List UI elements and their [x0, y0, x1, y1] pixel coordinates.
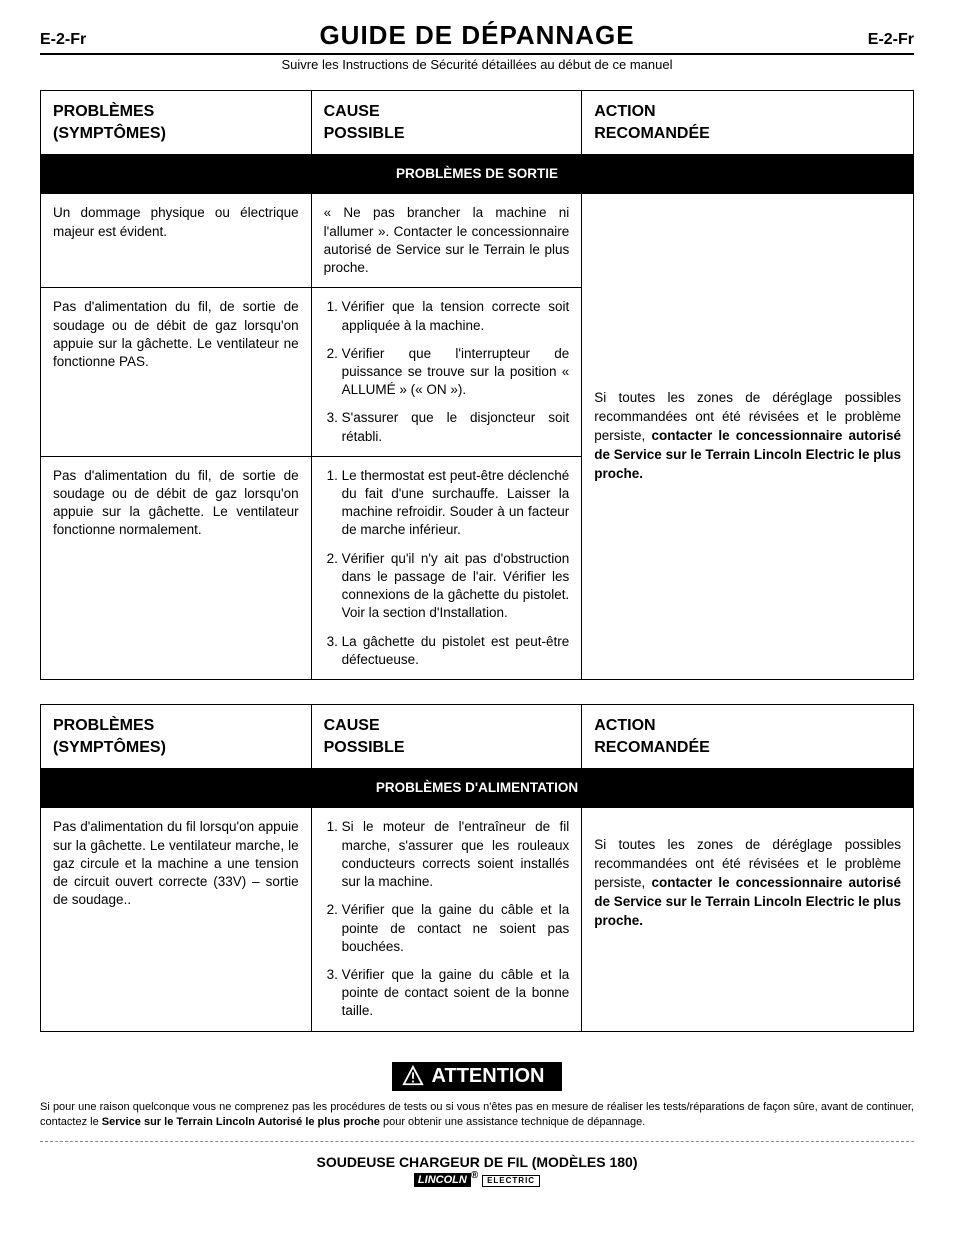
attention-text: Si pour une raison quelconque vous ne co… — [40, 1100, 914, 1131]
logo-box: ELECTRIC — [482, 1175, 540, 1187]
col-header-problems: PROBLÈMES (SYMPTÔMES) — [41, 91, 312, 155]
table-row: Un dommage physique ou électrique majeur… — [41, 194, 914, 288]
lincoln-logo: LINCOLN® ELECTRIC — [40, 1170, 914, 1187]
warning-icon — [402, 1065, 424, 1087]
list-item: Vérifier que l'interrupteur de puissance… — [342, 345, 570, 400]
attention-label: ATTENTION — [432, 1065, 545, 1088]
label: PROBLÈMES — [53, 717, 154, 734]
section-band: PROBLÈMES D'ALIMENTATION — [41, 769, 914, 808]
page-header: E-2-Fr GUIDE DE DÉPANNAGE E-2-Fr — [40, 20, 914, 55]
label: CAUSE — [324, 717, 380, 734]
page: E-2-Fr GUIDE DE DÉPANNAGE E-2-Fr Suivre … — [0, 0, 954, 1235]
product-name: SOUDEUSE CHARGEUR DE FIL (MODÈLES 180) — [40, 1154, 914, 1170]
list-item: S'assurer que le disjoncteur soit rétabl… — [342, 409, 570, 445]
cause-cell: Le thermostat est peut-être déclenché du… — [311, 456, 582, 679]
problem-cell: Pas d'alimentation du fil, de sortie de … — [41, 456, 312, 679]
col-header-action: ACTION RECOMANDÉE — [582, 91, 914, 155]
registered-icon: ® — [471, 1170, 478, 1181]
divider — [40, 1141, 914, 1142]
col-header-cause: CAUSE POSSIBLE — [311, 91, 582, 155]
action-cell: Si toutes les zones de déréglage possibl… — [582, 194, 914, 680]
attention-block: ATTENTION Si pour une raison quelconque … — [40, 1062, 914, 1131]
list-item: Vérifier que la gaine du câble et la poi… — [342, 901, 570, 956]
page-title: GUIDE DE DÉPANNAGE — [140, 20, 814, 51]
cause-list: Vérifier que la tension correcte soit ap… — [324, 298, 570, 446]
action-cell: Si toutes les zones de déréglage possibl… — [582, 808, 914, 1031]
label: POSSIBLE — [324, 125, 405, 142]
list-item: La gâchette du pistolet est peut-être dé… — [342, 633, 570, 669]
label: POSSIBLE — [324, 739, 405, 756]
section-band: PROBLÈMES DE SORTIE — [41, 155, 914, 194]
header-code-left: E-2-Fr — [40, 31, 140, 49]
label: RECOMANDÉE — [594, 739, 710, 756]
label: ACTION — [594, 103, 655, 120]
cause-cell: Vérifier que la tension correcte soit ap… — [311, 288, 582, 457]
text-bold: Service sur le Terrain Lincoln Autorisé … — [102, 1116, 380, 1128]
table-header-row: PROBLÈMES (SYMPTÔMES) CAUSE POSSIBLE ACT… — [41, 91, 914, 155]
page-footer: SOUDEUSE CHARGEUR DE FIL (MODÈLES 180) L… — [40, 1154, 914, 1187]
table-header-row: PROBLÈMES (SYMPTÔMES) CAUSE POSSIBLE ACT… — [41, 705, 914, 769]
col-header-problems: PROBLÈMES (SYMPTÔMES) — [41, 705, 312, 769]
troubleshooting-table-1: PROBLÈMES (SYMPTÔMES) CAUSE POSSIBLE ACT… — [40, 90, 914, 680]
col-header-action: ACTION RECOMANDÉE — [582, 705, 914, 769]
cause-cell: « Ne pas brancher la machine ni l'allume… — [311, 194, 582, 288]
label: PROBLÈMES — [53, 103, 154, 120]
list-item: Vérifier qu'il n'y ait pas d'obstruction… — [342, 550, 570, 623]
action-text: Si toutes les zones de déréglage possibl… — [594, 836, 901, 930]
header-code-right: E-2-Fr — [814, 31, 914, 49]
problem-cell: Pas d'alimentation du fil lorsqu'on appu… — [41, 808, 312, 1031]
col-header-cause: CAUSE POSSIBLE — [311, 705, 582, 769]
attention-badge: ATTENTION — [392, 1062, 563, 1091]
section-title: PROBLÈMES D'ALIMENTATION — [41, 769, 914, 808]
list-item: Le thermostat est peut-être déclenché du… — [342, 467, 570, 540]
list-item: Vérifier que la tension correcte soit ap… — [342, 298, 570, 334]
label: (SYMPTÔMES) — [53, 125, 166, 142]
logo-text-top: LINCOLN — [414, 1173, 471, 1187]
cause-list: Si le moteur de l'entraîneur de fil marc… — [324, 818, 570, 1020]
problem-cell: Pas d'alimentation du fil, de sortie de … — [41, 288, 312, 457]
troubleshooting-table-2: PROBLÈMES (SYMPTÔMES) CAUSE POSSIBLE ACT… — [40, 704, 914, 1032]
label: CAUSE — [324, 103, 380, 120]
logo-text-bottom: ELECTRIC — [487, 1177, 535, 1185]
table-row: Pas d'alimentation du fil lorsqu'on appu… — [41, 808, 914, 1031]
text: pour obtenir une assistance technique de… — [380, 1116, 645, 1128]
cause-cell: Si le moteur de l'entraîneur de fil marc… — [311, 808, 582, 1031]
list-item: Vérifier que la gaine du câble et la poi… — [342, 966, 570, 1021]
label: (SYMPTÔMES) — [53, 739, 166, 756]
section-title: PROBLÈMES DE SORTIE — [41, 155, 914, 194]
label: ACTION — [594, 717, 655, 734]
action-text: Si toutes les zones de déréglage possibl… — [594, 389, 901, 483]
page-subtitle: Suivre les Instructions de Sécurité déta… — [40, 57, 914, 72]
problem-cell: Un dommage physique ou électrique majeur… — [41, 194, 312, 288]
list-item: Si le moteur de l'entraîneur de fil marc… — [342, 818, 570, 891]
cause-list: Le thermostat est peut-être déclenché du… — [324, 467, 570, 669]
label: RECOMANDÉE — [594, 125, 710, 142]
